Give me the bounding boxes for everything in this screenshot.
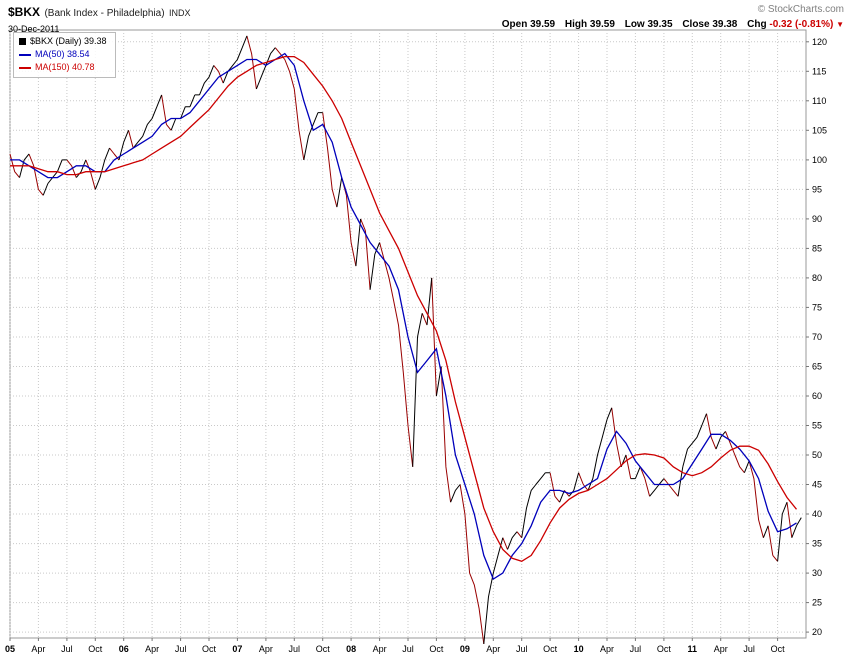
x-tick-label: Apr [714,644,728,654]
y-tick-label: 30 [812,568,822,578]
chart-legend: $BKX (Daily) 39.38 MA(50) 38.54 MA(150) … [13,32,116,78]
ohlc-quote: Open 39.59 High 39.59 Low 39.35 Close 39… [502,19,844,30]
y-tick-label: 35 [812,539,822,549]
y-tick-label: 120 [812,37,827,47]
x-tick-label: Oct [771,644,786,654]
copyright-label: © StockCharts.com [757,4,844,15]
y-tick-label: 40 [812,509,822,519]
x-tick-label: Apr [259,644,273,654]
y-tick-label: 55 [812,421,822,431]
x-tick-label: Oct [543,644,558,654]
y-tick-label: 90 [812,214,822,224]
quote-row: 30-Dec-2011 Open 39.59 High 39.59 Low 39… [8,19,844,34]
x-tick-label: Jul [289,644,301,654]
x-tick-label: 10 [574,644,584,654]
x-tick-label: Oct [657,644,672,654]
x-tick-label: Apr [145,644,159,654]
chg-value: -0.32 (-0.81%) [769,19,834,30]
x-tick-label: 11 [688,644,698,654]
high-value: 39.59 [589,19,615,30]
y-tick-label: 105 [812,125,827,135]
x-tick-label: Apr [31,644,45,654]
chart-header: $BKX (Bank Index - Philadelphia) INDX © … [8,3,844,34]
y-tick-label: 50 [812,450,822,460]
x-tick-label: Oct [202,644,217,654]
exchange-label: INDX [169,8,191,18]
low-value: 39.35 [647,19,673,30]
date-label: 30-Dec-2011 [8,24,60,34]
chg-down-arrow-icon: ▼ [836,20,844,29]
price-series-marker-icon [19,38,26,45]
x-tick-label: Oct [88,644,103,654]
ma50-line [10,52,797,580]
low-label: Low [624,19,645,30]
index-name-label: (Bank Index - Philadelphia) [44,8,165,19]
y-tick-label: 20 [812,627,822,637]
y-tick-label: 95 [812,184,822,194]
x-tick-label: Jul [61,644,73,654]
y-tick-label: 110 [812,96,826,106]
legend-ma50-label: MA(50) 38.54 [35,49,90,59]
x-tick-label: Jul [516,644,528,654]
ma50-series-marker-icon [19,53,31,56]
y-tick-label: 115 [812,66,826,76]
open-value: 39.59 [530,19,556,30]
x-tick-label: 06 [119,644,129,654]
legend-ma150-label: MA(150) 40.78 [35,62,95,72]
legend-price-label: $BKX (Daily) 39.38 [30,36,107,46]
y-tick-label: 75 [812,302,822,312]
price-line-up-segments [19,35,802,644]
x-tick-label: Oct [316,644,331,654]
legend-ma150-row: MA(150) 40.78 [19,61,107,74]
x-tick-label: 05 [5,644,15,654]
symbol-label: $BKX [8,5,41,19]
close-value: 39.38 [712,19,738,30]
x-tick-label: Jul [630,644,642,654]
x-tick-label: Apr [486,644,500,654]
y-tick-label: 80 [812,273,822,283]
y-tick-label: 60 [812,391,822,401]
open-label: Open [501,19,528,30]
legend-ma50-row: MA(50) 38.54 [19,48,107,61]
high-label: High [564,19,588,30]
x-tick-label: Jul [175,644,187,654]
y-tick-label: 70 [812,332,822,342]
y-tick-label: 45 [812,480,822,490]
ma150-line [10,55,798,563]
x-tick-label: 08 [346,644,356,654]
x-tick-label: 07 [232,644,242,654]
y-tick-label: 100 [812,155,827,165]
x-tick-label: Apr [600,644,614,654]
close-label: Close [682,19,710,30]
legend-price-row: $BKX (Daily) 39.38 [19,35,107,48]
x-tick-label: 09 [460,644,470,654]
title-row: $BKX (Bank Index - Philadelphia) INDX © … [8,3,844,19]
y-tick-label: 65 [812,362,822,372]
x-tick-label: Jul [743,644,755,654]
y-tick-label: 85 [812,243,822,253]
x-tick-label: Apr [373,644,387,654]
chg-label: Chg [747,19,767,30]
ma150-series-marker-icon [19,66,31,69]
x-tick-label: Oct [429,644,444,654]
x-tick-label: Jul [402,644,414,654]
y-tick-label: 25 [812,598,822,608]
